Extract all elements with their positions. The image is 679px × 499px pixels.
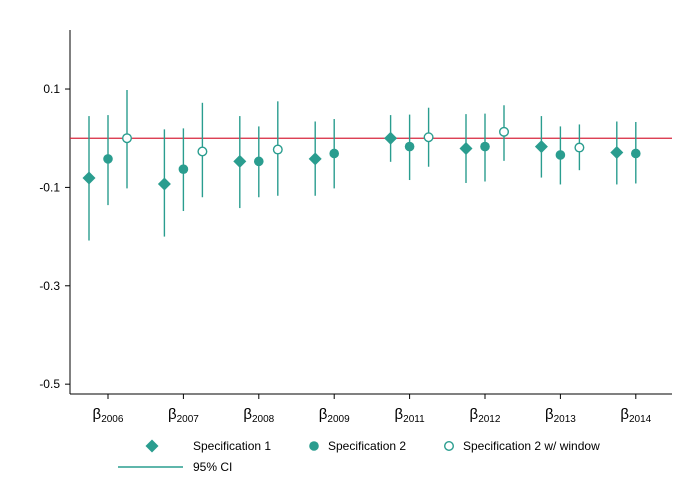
point-circle-filled (253, 156, 264, 167)
point-circle-hollow (499, 126, 510, 137)
y-tick-label: -0.1 (39, 180, 60, 194)
point-circle-hollow (272, 144, 283, 155)
point-circle-filled (329, 148, 340, 159)
point-diamond (82, 171, 96, 185)
point-circle-filled (404, 141, 415, 152)
category-subscript: 2006 (101, 414, 124, 425)
x-tick-label: β2014 (620, 406, 651, 425)
category-symbol: β (470, 406, 479, 423)
legend-key-diamond (145, 439, 159, 453)
x-tick-label: β2011 (395, 406, 426, 425)
category-subscript: 2012 (478, 414, 501, 425)
legend-key-circle-hollow (444, 441, 455, 452)
y-tick-label: 0.1 (43, 82, 60, 96)
point-diamond (459, 142, 473, 156)
category-symbol: β (319, 406, 328, 423)
legend-label: Specification 1 (193, 439, 271, 453)
point-diamond (233, 154, 247, 168)
x-tick-label: β2006 (93, 406, 124, 425)
category-subscript: 2009 (327, 414, 350, 425)
point-diamond (384, 131, 398, 145)
point-circle-hollow (197, 146, 208, 157)
x-tick-label: β2008 (243, 406, 274, 425)
legend-label: Specification 2 w/ window (463, 439, 600, 453)
point-diamond (308, 152, 322, 166)
category-subscript: 2008 (252, 414, 275, 425)
category-symbol: β (395, 406, 404, 423)
point-circle-hollow (574, 142, 585, 153)
point-circle-filled (103, 154, 113, 164)
point-circle-filled (555, 150, 566, 160)
category-symbol: β (93, 406, 102, 423)
point-circle-hollow (121, 133, 132, 144)
point-circle-hollow (423, 132, 434, 143)
category-subscript: 2014 (629, 414, 652, 425)
legend-label: Specification 2 (328, 439, 406, 453)
legend-key-circle-filled (309, 441, 319, 451)
data-marks (82, 90, 641, 241)
x-tick-label: β2007 (168, 406, 199, 425)
y-tick-label: -0.3 (39, 279, 60, 293)
x-tick-label: β2009 (319, 406, 350, 425)
category-symbol: β (545, 406, 554, 423)
legend: Specification 1 Specification 2 Specificat… (118, 439, 600, 474)
category-symbol: β (620, 406, 629, 423)
category-subscript: 2007 (177, 414, 200, 425)
category-subscript: 2013 (554, 414, 577, 425)
x-tick-label: β2012 (470, 406, 501, 425)
point-diamond (157, 177, 171, 191)
y-tick-label: -0.5 (39, 377, 60, 391)
point-diamond (534, 140, 548, 154)
point-circle-filled (178, 164, 189, 175)
point-circle-filled (480, 141, 490, 152)
category-symbol: β (243, 406, 252, 423)
legend-label: 95% CI (193, 460, 232, 474)
category-symbol: β (168, 406, 177, 423)
category-subscript: 2011 (403, 414, 425, 425)
x-tick-label: β2013 (545, 406, 576, 425)
point-diamond (610, 145, 624, 159)
point-circle-filled (631, 148, 641, 159)
